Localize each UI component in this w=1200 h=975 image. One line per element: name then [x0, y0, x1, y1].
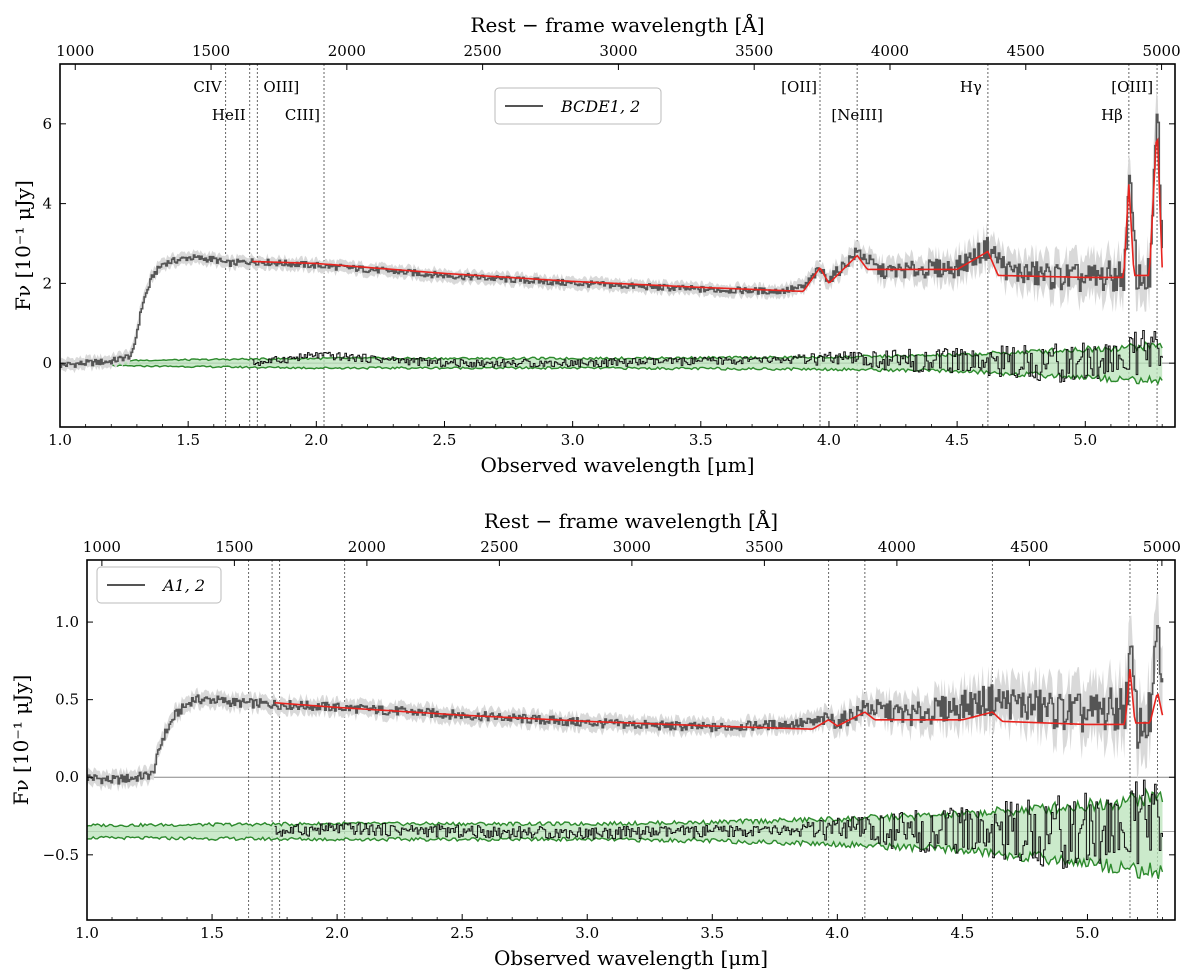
x-tick-label: 4.0	[825, 924, 849, 942]
legend-label: A1, 2	[161, 576, 205, 595]
y-axis-title: Fν [10⁻¹ μJy]	[9, 675, 33, 806]
x-tick-label: 3.5	[689, 431, 713, 449]
y-tick-label: 0.5	[55, 691, 79, 709]
axes-frame	[59, 63, 1176, 428]
model-fit-line	[252, 137, 1163, 293]
x-tick-label: 3.5	[700, 924, 724, 942]
x2-tick-label: 3500	[735, 42, 773, 60]
y-tick-label: 6	[42, 115, 52, 133]
x2-tick-label: 1000	[83, 538, 121, 556]
x-tick-label: 3.0	[575, 924, 599, 942]
legend-box	[494, 87, 662, 125]
bottom-panel: 1.0 1.5 2.0 2.5 3.0 3.5 4.0 4.5 5.0 1000 1500 2000 2…	[9, 508, 1181, 970]
emission-line-label: CIV	[193, 78, 222, 96]
emission-line-label: CIII]	[285, 106, 320, 124]
emission-line-label: OIII]	[263, 78, 299, 96]
emission-line-label: HeII	[212, 106, 246, 124]
legend-box	[96, 566, 222, 604]
x-tick-label: 1.5	[176, 431, 200, 449]
emission-line-label: Hβ	[1101, 106, 1123, 124]
x-tick-label: 1.0	[48, 431, 72, 449]
legend: A1, 2	[96, 566, 222, 604]
y-tick-label: 2	[42, 274, 52, 292]
x2-tick-label: 4500	[1010, 538, 1048, 556]
uncertainty-band-upper	[87, 787, 1164, 828]
x2-tick-label: 3500	[745, 538, 783, 556]
y-tick-label: 0	[42, 354, 52, 372]
x2-axis-title: Rest − frame wavelength [Å]	[470, 12, 764, 37]
x-tick-label: 3.0	[561, 431, 585, 449]
x-tick-label: 2.5	[433, 431, 457, 449]
y-tick-label: 4	[42, 195, 52, 213]
x-tick-label: 4.0	[817, 431, 841, 449]
y-axis-title: Fν [10⁻¹ μJy]	[11, 180, 35, 311]
y-tick-label: 1.0	[55, 613, 79, 631]
legend: BCDE1, 2	[494, 87, 662, 125]
x2-tick-label: 2000	[328, 42, 366, 60]
x2-axis-title: Rest − frame wavelength [Å]	[484, 508, 778, 533]
x2-tick-label: 1500	[215, 538, 253, 556]
x2-tick-label: 4000	[878, 538, 916, 556]
emission-line-label: [OIII]	[1111, 78, 1153, 96]
uncertainty-band-lower	[60, 364, 1163, 386]
emission-line-label: Hγ	[960, 78, 982, 96]
x2-tick-label: 5000	[1142, 42, 1180, 60]
x-axis-title: Observed wavelength [μm]	[480, 453, 754, 477]
x-axis-title: Observed wavelength [μm]	[494, 946, 768, 970]
x2-tick-label: 2500	[480, 538, 518, 556]
model-fit-line	[274, 669, 1164, 730]
observed-spectrum-line	[60, 113, 1163, 368]
y-tick-label: 0.0	[55, 768, 79, 786]
x-tick-label: 2.5	[450, 924, 474, 942]
emission-line-label: [OII]	[781, 78, 817, 96]
x2-tick-label: 4500	[1007, 42, 1045, 60]
plot-area	[60, 64, 1175, 427]
x-tick-label: 4.5	[945, 431, 969, 449]
x2-tick-label: 2500	[464, 42, 502, 60]
x-tick-label: 2.0	[304, 431, 328, 449]
y-tick-label: −0.5	[43, 846, 79, 864]
plot-area	[87, 560, 1175, 920]
x-tick-label: 2.0	[325, 924, 349, 942]
x2-tick-label: 4000	[871, 42, 909, 60]
x-tick-label: 1.5	[200, 924, 224, 942]
top-panel: 1.0 1.5 2.0 2.5 3.0 3.5 4.0 4.5 5.0 1000 1500 2000 2…	[11, 12, 1181, 477]
x-tick-label: 5.0	[1073, 431, 1097, 449]
x2-tick-label: 3000	[613, 538, 651, 556]
axes-frame	[86, 559, 1176, 921]
legend-label: BCDE1, 2	[560, 97, 640, 116]
x2-tick-label: 3000	[599, 42, 637, 60]
x2-tick-label: 5000	[1143, 538, 1181, 556]
uncertainty-band-lower	[87, 835, 1164, 880]
x2-tick-label: 1500	[192, 42, 230, 60]
x-tick-label: 4.5	[950, 924, 974, 942]
x-tick-label: 1.0	[75, 924, 99, 942]
emission-line-label: [NeIII]	[831, 106, 882, 124]
residual-line	[252, 330, 1163, 383]
x-tick-label: 5.0	[1076, 924, 1100, 942]
residual-line	[274, 779, 1163, 869]
x2-tick-label: 2000	[348, 538, 386, 556]
x2-tick-label: 1000	[56, 42, 94, 60]
